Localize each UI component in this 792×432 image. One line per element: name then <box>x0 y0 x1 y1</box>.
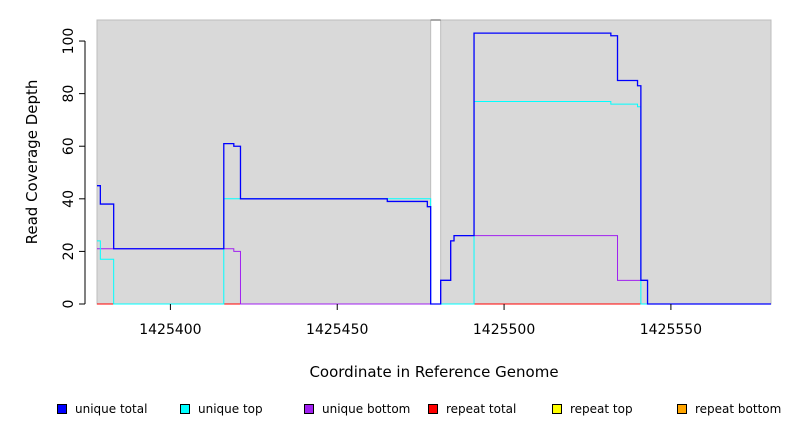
legend-label: repeat bottom <box>695 402 782 416</box>
legend-swatch <box>304 404 314 414</box>
y-tick-label: 40 <box>61 190 77 208</box>
legend-item-unique-bottom: unique bottom <box>304 400 410 418</box>
series-layer <box>97 32 771 305</box>
legend-swatch <box>677 404 687 414</box>
legend-item-repeat-total: repeat total <box>428 400 516 418</box>
y-tick-label: 0 <box>61 300 77 309</box>
x-axis-title: Coordinate in Reference Genome <box>309 363 558 381</box>
legend-item-repeat-top: repeat top <box>552 400 633 418</box>
x-axis: 1425400 1425450 1425500 1425550 <box>139 304 702 338</box>
y-tick-label: 60 <box>61 137 77 155</box>
legend-label: unique top <box>198 402 263 416</box>
y-tick-label: 20 <box>61 242 77 260</box>
y-tick-label: 100 <box>61 28 77 55</box>
legend-label: unique bottom <box>322 402 411 416</box>
x-tick-label: 1425500 <box>473 322 535 338</box>
legend-label: repeat total <box>446 402 517 416</box>
legend-item-repeat-bottom: repeat bottom <box>677 400 781 418</box>
plot-panel-left <box>96 19 432 305</box>
legend-swatch <box>428 404 438 414</box>
series-line-unique-total <box>97 32 771 305</box>
x-tick-label: 1425550 <box>640 322 702 338</box>
y-tick-label: 80 <box>61 85 77 103</box>
series-line-unique-top <box>97 101 771 305</box>
legend-swatch <box>552 404 562 414</box>
legend-swatch <box>180 404 190 414</box>
coverage-chart: 1425400 1425450 1425500 1425550 0 20 40 60 80 10… <box>23 19 772 381</box>
legend-swatch <box>57 404 67 414</box>
legend-item-unique-top: unique top <box>180 400 263 418</box>
legend-item-unique-total: unique total <box>57 400 147 418</box>
y-axis-title: Read Coverage Depth <box>23 80 41 245</box>
legend-label: repeat top <box>570 402 633 416</box>
plot-panel-right <box>440 19 772 305</box>
y-axis: 0 20 40 60 80 100 <box>61 28 86 309</box>
x-tick-label: 1425450 <box>306 322 368 338</box>
plot-panels <box>96 19 772 305</box>
legend: unique total unique top unique bottom repea… <box>0 400 792 420</box>
legend-label: unique total <box>75 402 148 416</box>
x-tick-label: 1425400 <box>139 322 201 338</box>
